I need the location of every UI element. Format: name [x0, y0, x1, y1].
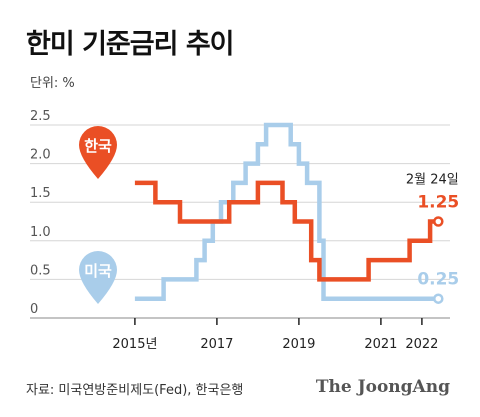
legend-pin-korea: 한국	[79, 126, 117, 179]
x-tick-label: 2019	[282, 337, 315, 352]
y-tick-label: 2.5	[30, 109, 51, 124]
x-tick-label: 2017	[200, 337, 233, 352]
y-tick-label: 1.5	[30, 186, 51, 201]
pin-shape	[79, 251, 117, 304]
page-title: 한미 기준금리 추이	[26, 29, 235, 60]
series-end-label: 0.25	[417, 270, 459, 290]
series-end-marker	[433, 216, 444, 227]
y-tick-label: 0	[30, 302, 38, 317]
x-tick-label: 2015년	[112, 337, 157, 352]
y-tick-label: 1.0	[30, 225, 51, 240]
x-tick-label: 2022	[405, 337, 438, 352]
unit-label: 단위: %	[30, 76, 75, 91]
series-end-label: 1.25	[417, 193, 459, 213]
pin-shape	[79, 126, 117, 179]
y-tick-label: 0.5	[30, 263, 51, 278]
series-line-us	[134, 122, 439, 301]
date-annotation: 2월 24일	[406, 173, 459, 188]
pin-label: 미국	[84, 262, 112, 280]
y-tick-label: 2.0	[30, 148, 51, 163]
brand-logo: The JoongAng	[315, 377, 450, 397]
pin-label: 한국	[84, 137, 112, 155]
x-tick-label: 2021	[364, 337, 397, 352]
source-note: 자료: 미국연방준비제도(Fed), 한국은행	[26, 383, 244, 398]
legend-pin-us: 미국	[79, 251, 117, 304]
series-end-marker	[433, 293, 444, 304]
series-line-korea	[134, 180, 439, 282]
